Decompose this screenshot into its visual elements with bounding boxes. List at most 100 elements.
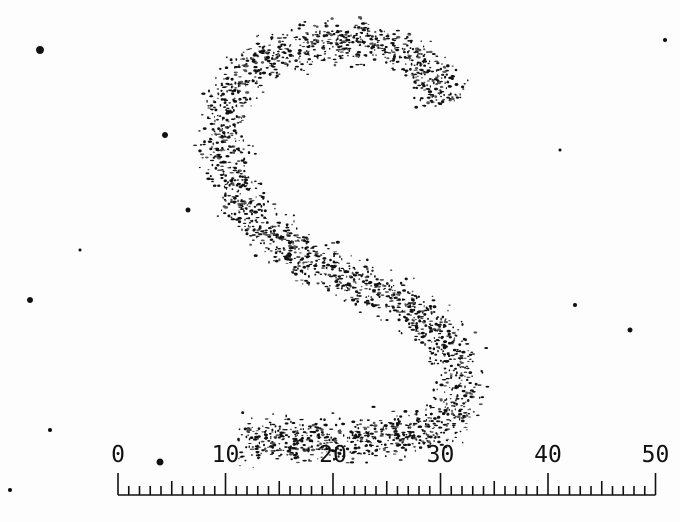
speck — [423, 60, 427, 62]
speck — [316, 429, 319, 431]
speck — [285, 442, 288, 445]
speck — [232, 167, 236, 168]
speck — [425, 423, 426, 425]
speck — [321, 431, 324, 433]
speck — [291, 271, 294, 273]
speck — [437, 389, 438, 391]
speck — [385, 427, 387, 429]
speck — [404, 38, 407, 39]
speck — [245, 99, 248, 101]
speck — [261, 222, 265, 223]
speck — [391, 425, 395, 427]
speck — [227, 127, 229, 128]
speck — [334, 275, 337, 276]
speck — [433, 423, 436, 425]
speck — [371, 452, 374, 455]
speck — [452, 423, 456, 425]
speck — [366, 439, 368, 440]
speck — [446, 378, 450, 379]
speck — [279, 49, 283, 50]
speck — [279, 428, 281, 429]
speck — [246, 188, 249, 190]
speck — [229, 184, 231, 187]
speck — [443, 346, 446, 349]
speck — [415, 76, 416, 78]
speck — [442, 316, 444, 319]
speck — [396, 30, 400, 32]
speck — [424, 343, 426, 346]
speck — [443, 385, 447, 386]
speck — [355, 303, 358, 306]
speck — [381, 422, 383, 424]
speck — [284, 429, 288, 430]
speck — [446, 403, 448, 406]
speck — [379, 420, 383, 421]
ruler-label: 50 — [642, 442, 670, 468]
speck — [243, 52, 245, 53]
speck — [426, 433, 427, 435]
speck — [424, 324, 427, 327]
speck — [460, 405, 463, 406]
speck — [484, 347, 488, 349]
speck — [369, 288, 371, 290]
speck — [461, 398, 463, 400]
speck — [284, 446, 288, 448]
speck — [288, 241, 292, 244]
speck — [435, 432, 437, 434]
speck — [420, 72, 422, 75]
speck — [442, 99, 445, 101]
speck — [266, 53, 269, 54]
speck — [331, 17, 334, 20]
speck — [362, 29, 366, 31]
speck — [438, 408, 441, 411]
speck — [419, 64, 421, 66]
speck — [422, 336, 426, 337]
speck — [241, 179, 244, 181]
speck — [232, 106, 234, 109]
speck — [240, 202, 244, 204]
speck — [387, 434, 391, 436]
speck — [317, 40, 319, 43]
speck — [230, 217, 232, 218]
speck — [430, 417, 432, 419]
speck — [318, 427, 321, 429]
speck — [288, 245, 292, 248]
speck — [370, 298, 373, 301]
speck — [265, 230, 268, 232]
speck — [234, 213, 237, 216]
speck — [210, 160, 214, 161]
speck — [382, 434, 383, 436]
speck — [241, 199, 243, 201]
speck — [467, 399, 469, 402]
speck — [327, 39, 331, 40]
speck — [423, 301, 425, 303]
speck — [327, 289, 330, 292]
speck — [308, 275, 310, 278]
speck — [443, 94, 445, 96]
speck — [223, 205, 226, 208]
speck — [353, 274, 355, 276]
speck — [321, 40, 323, 42]
speck — [342, 40, 345, 41]
speck — [298, 53, 300, 54]
speck — [461, 351, 465, 354]
speck — [456, 371, 458, 374]
speck — [245, 185, 247, 186]
speck — [411, 73, 414, 74]
speck — [220, 174, 223, 176]
speck — [372, 305, 376, 307]
speck — [238, 220, 241, 223]
speck — [437, 316, 440, 318]
speck — [402, 446, 404, 448]
speck — [340, 51, 344, 52]
speck — [386, 451, 390, 453]
speck — [276, 75, 279, 78]
speck — [463, 427, 467, 428]
speck — [229, 125, 231, 127]
speck — [350, 461, 354, 463]
speck — [286, 229, 290, 231]
speck — [421, 429, 424, 430]
speck — [247, 81, 249, 83]
speck — [304, 247, 306, 250]
speck — [312, 246, 315, 248]
